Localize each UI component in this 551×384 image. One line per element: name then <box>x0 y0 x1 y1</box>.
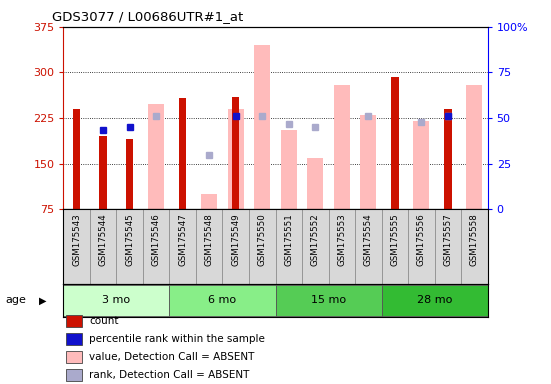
Bar <box>232 97 240 209</box>
FancyBboxPatch shape <box>170 285 276 316</box>
Text: GSM175554: GSM175554 <box>364 213 373 266</box>
Bar <box>66 369 82 381</box>
Bar <box>334 84 350 209</box>
Text: 6 mo: 6 mo <box>208 295 236 306</box>
Text: rank, Detection Call = ABSENT: rank, Detection Call = ABSENT <box>89 369 250 380</box>
FancyBboxPatch shape <box>223 209 249 284</box>
Bar <box>444 109 452 209</box>
Bar <box>126 139 133 209</box>
FancyBboxPatch shape <box>302 209 328 284</box>
Bar <box>66 333 82 345</box>
Bar <box>360 115 376 209</box>
Text: GDS3077 / L00686UTR#1_at: GDS3077 / L00686UTR#1_at <box>52 10 244 23</box>
FancyBboxPatch shape <box>196 209 223 284</box>
FancyBboxPatch shape <box>276 209 302 284</box>
Bar <box>99 136 107 209</box>
Text: GSM175546: GSM175546 <box>152 213 161 266</box>
Text: 15 mo: 15 mo <box>311 295 346 306</box>
Bar <box>254 45 270 209</box>
Text: GSM175555: GSM175555 <box>390 213 399 266</box>
FancyBboxPatch shape <box>435 209 461 284</box>
Bar <box>307 157 323 209</box>
Bar <box>466 84 482 209</box>
FancyBboxPatch shape <box>63 209 90 284</box>
Bar <box>228 109 244 209</box>
Text: 28 mo: 28 mo <box>417 295 452 306</box>
Text: GSM175549: GSM175549 <box>231 213 240 266</box>
Text: GSM175543: GSM175543 <box>72 213 81 266</box>
Text: count: count <box>89 316 119 326</box>
Text: GSM175544: GSM175544 <box>99 213 107 266</box>
Bar <box>179 98 186 209</box>
Text: percentile rank within the sample: percentile rank within the sample <box>89 334 265 344</box>
FancyBboxPatch shape <box>116 209 143 284</box>
FancyBboxPatch shape <box>276 285 381 316</box>
Text: age: age <box>6 295 26 306</box>
FancyBboxPatch shape <box>249 209 276 284</box>
Text: value, Detection Call = ABSENT: value, Detection Call = ABSENT <box>89 352 255 362</box>
Text: GSM175547: GSM175547 <box>178 213 187 266</box>
Text: GSM175550: GSM175550 <box>258 213 267 266</box>
Text: GSM175545: GSM175545 <box>125 213 134 266</box>
Bar <box>413 121 429 209</box>
Bar <box>66 351 82 363</box>
FancyBboxPatch shape <box>143 209 170 284</box>
FancyBboxPatch shape <box>170 209 196 284</box>
Text: GSM175558: GSM175558 <box>470 213 479 266</box>
Text: GSM175557: GSM175557 <box>444 213 452 266</box>
FancyBboxPatch shape <box>63 285 170 316</box>
FancyBboxPatch shape <box>328 209 355 284</box>
Text: GSM175556: GSM175556 <box>417 213 426 266</box>
Text: GSM175553: GSM175553 <box>337 213 346 266</box>
Text: GSM175548: GSM175548 <box>205 213 214 266</box>
FancyBboxPatch shape <box>408 209 435 284</box>
Bar <box>66 315 82 327</box>
Text: 3 mo: 3 mo <box>102 295 131 306</box>
FancyBboxPatch shape <box>90 209 116 284</box>
Text: ▶: ▶ <box>39 295 46 306</box>
Bar <box>391 77 398 209</box>
Text: GSM175552: GSM175552 <box>311 213 320 266</box>
FancyBboxPatch shape <box>355 209 381 284</box>
Bar <box>201 194 217 209</box>
Bar <box>73 109 80 209</box>
FancyBboxPatch shape <box>381 285 488 316</box>
FancyBboxPatch shape <box>461 209 488 284</box>
Bar <box>148 104 164 209</box>
Text: GSM175551: GSM175551 <box>284 213 293 266</box>
FancyBboxPatch shape <box>381 209 408 284</box>
Bar <box>281 130 296 209</box>
